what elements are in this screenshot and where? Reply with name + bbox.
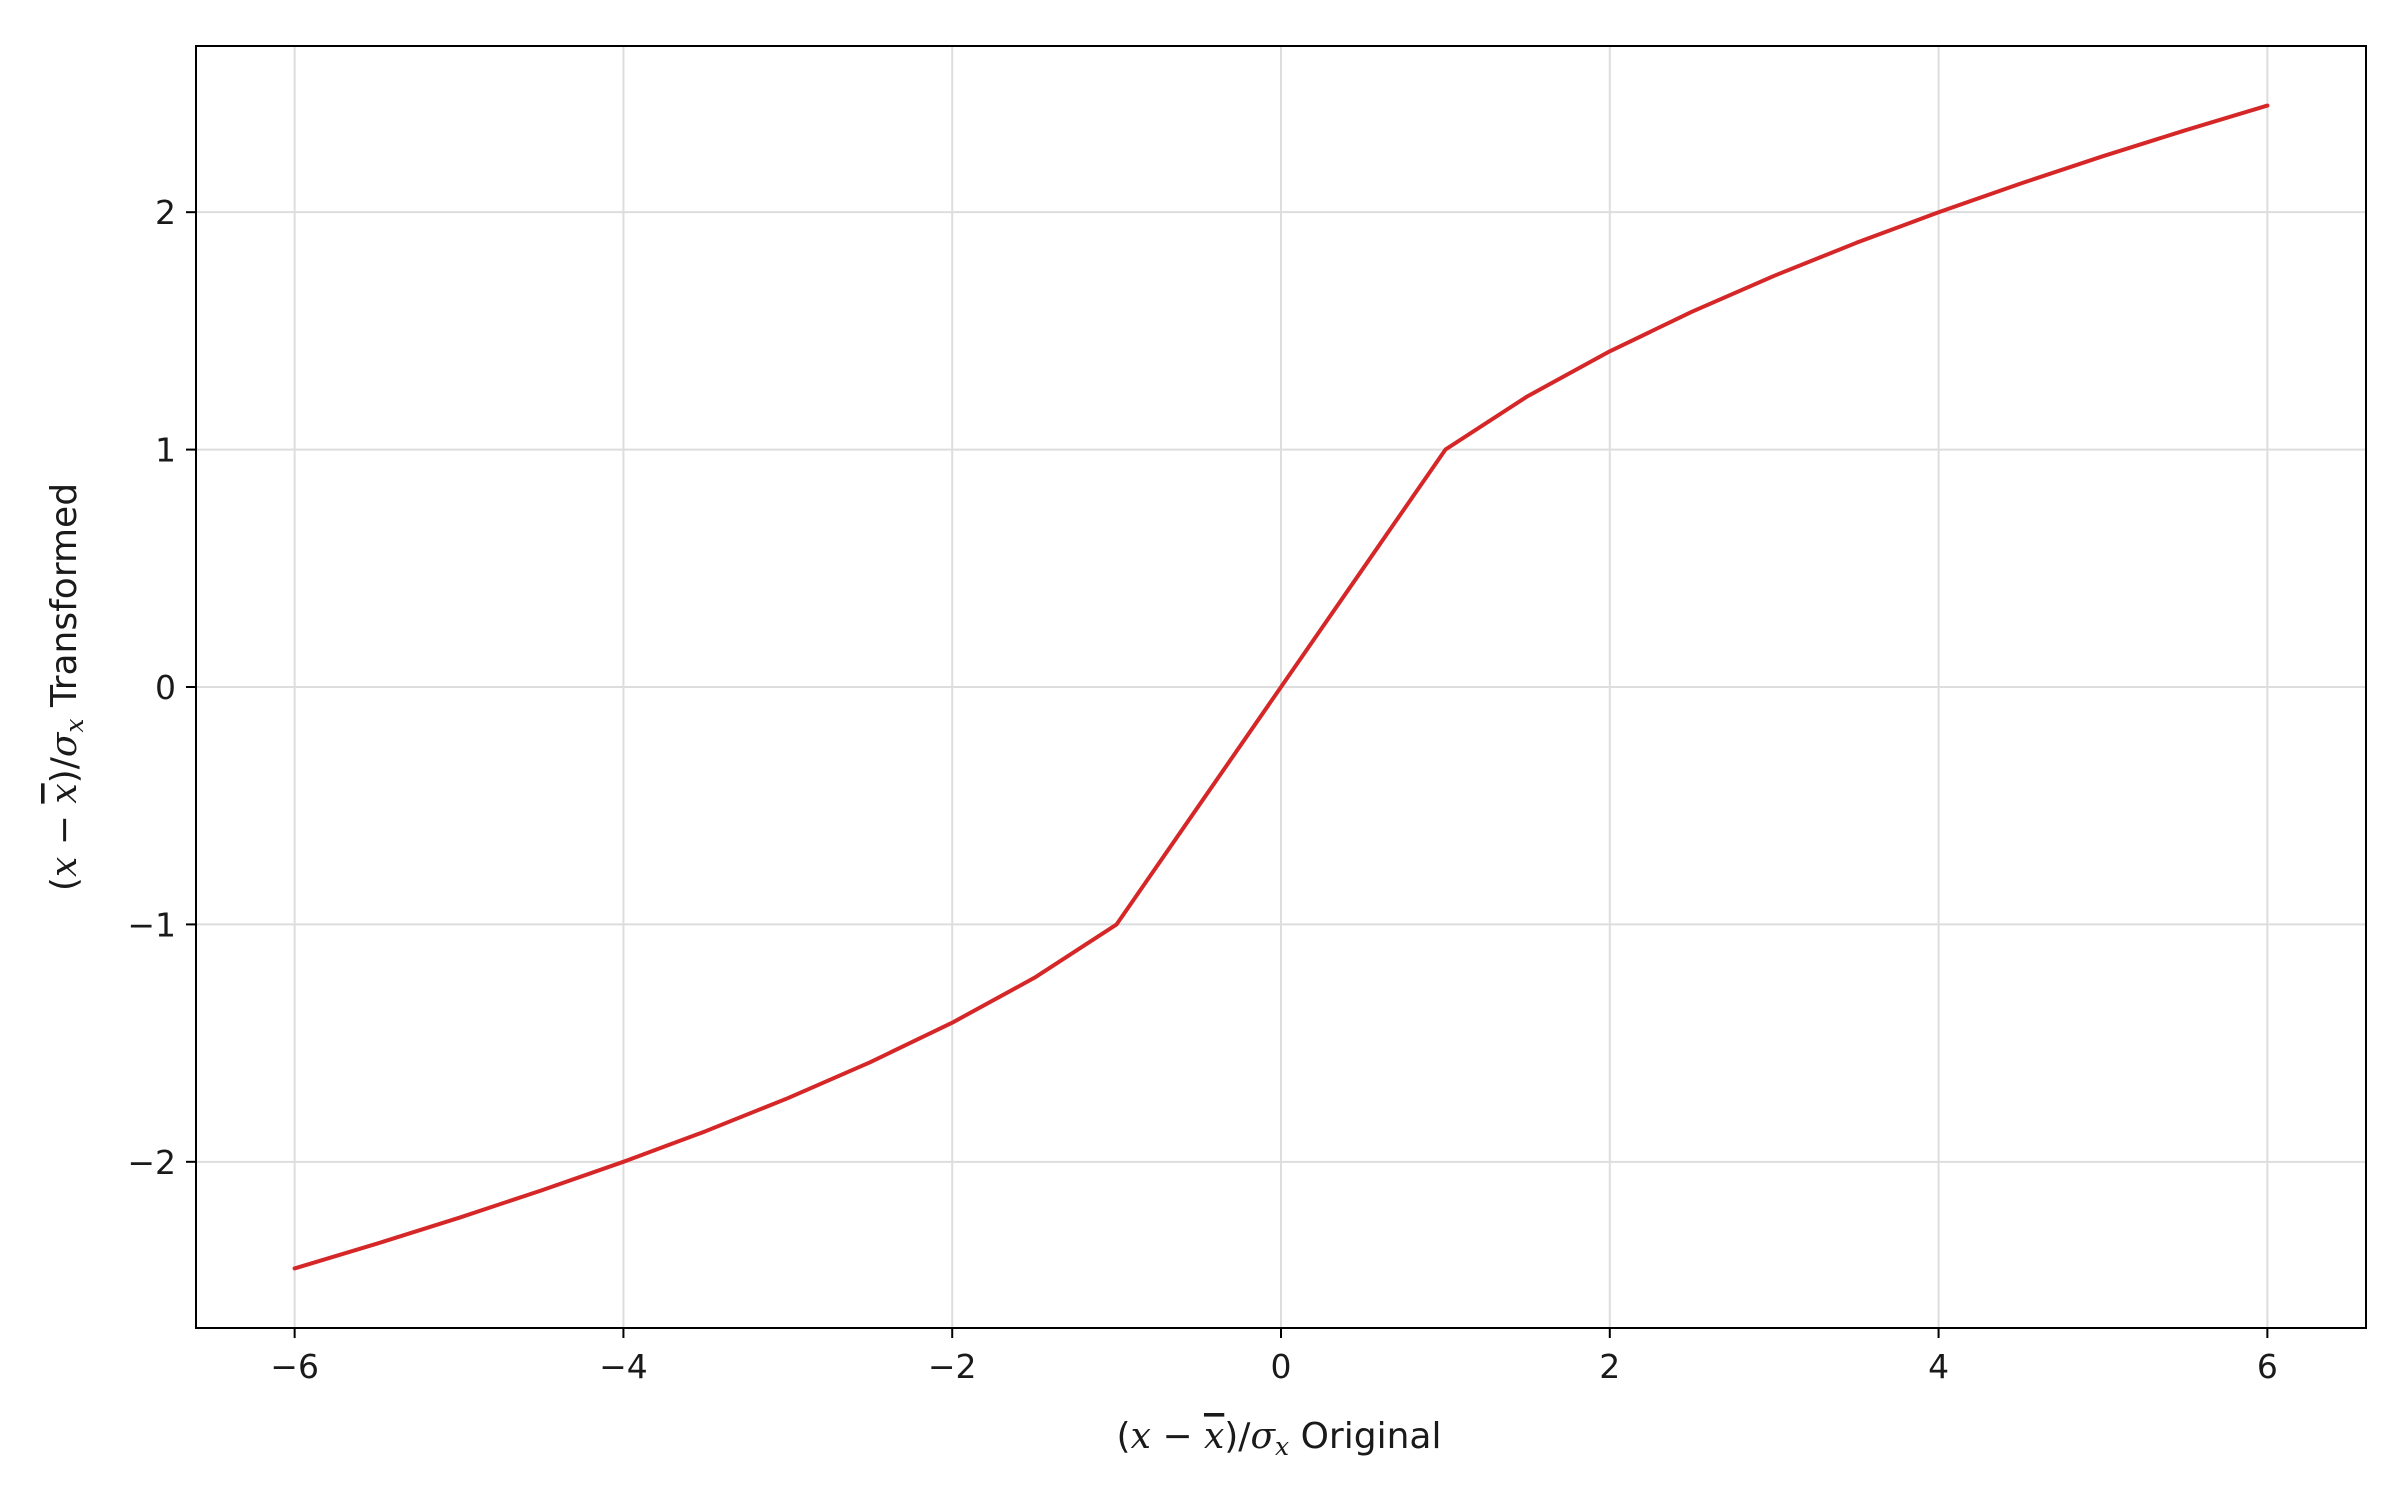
x-tick-label: 6	[2257, 1347, 2278, 1386]
y-tick-label: −2	[127, 1143, 176, 1182]
y-tick-label: 2	[155, 193, 176, 232]
y-tick-label: 0	[155, 668, 176, 707]
series-layer	[292, 103, 2270, 1271]
x-tick-label: 2	[1599, 1347, 1620, 1386]
x-tick-label: 0	[1271, 1347, 1292, 1386]
x-tick-label: 4	[1928, 1347, 1949, 1386]
y-tick-label: −1	[127, 905, 176, 944]
ticks: −6 −4 −2 0 2 4 6 −2 −1 0 1 2	[127, 193, 2278, 1386]
y-axis-label: (x − x)/σx Transformed	[44, 483, 89, 891]
y-tick-label: 1	[155, 431, 176, 470]
x-tick-label: −4	[599, 1347, 648, 1386]
grid	[196, 46, 2366, 1328]
x-tick-label: −6	[270, 1347, 319, 1386]
x-tick-label: −2	[928, 1347, 977, 1386]
x-axis-label: (x − x)/σx Original	[1117, 1416, 1442, 1461]
series-line	[292, 103, 2270, 1271]
